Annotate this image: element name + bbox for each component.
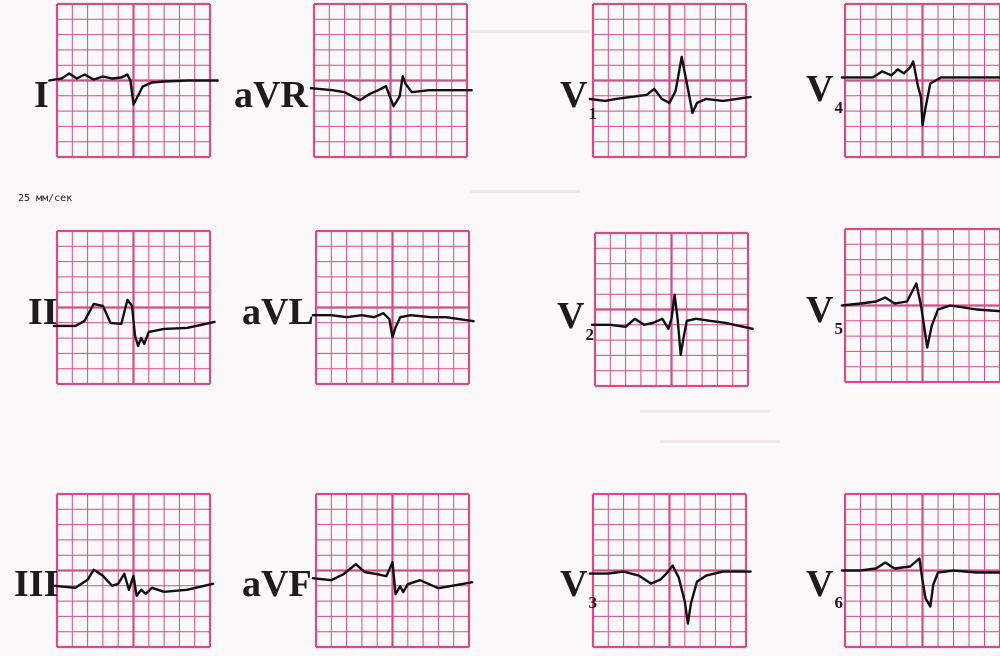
ecg-grid-lead-v2 bbox=[590, 231, 754, 388]
ecg-trace-v4 bbox=[840, 60, 1000, 127]
ecg-trace-iii bbox=[52, 568, 215, 597]
ecg-trace-avl bbox=[311, 312, 475, 339]
ecg-grid-svg bbox=[840, 492, 1000, 649]
ecg-trace-ii bbox=[52, 298, 216, 348]
ecg-grid-svg bbox=[588, 2, 752, 159]
ecg-trace-v5 bbox=[840, 282, 1000, 349]
ecg-grid-lead-iii bbox=[52, 492, 215, 649]
lead-label-v4: V4 bbox=[806, 68, 843, 117]
ecg-grid-lead-v5 bbox=[840, 227, 1000, 384]
lead-label-iii: III bbox=[14, 563, 59, 605]
ecg-grid-lead-v3 bbox=[588, 492, 752, 649]
lead-label-avr: aVR bbox=[234, 74, 308, 116]
lead-label-v5: V5 bbox=[806, 289, 843, 338]
ecg-grid-lead-ii bbox=[52, 229, 216, 386]
ecg-grid-lead-v1 bbox=[588, 2, 752, 159]
ecg-grid-lead-i bbox=[48, 2, 219, 159]
ecg-grid-svg bbox=[48, 2, 219, 159]
ecg-grid-lead-v4 bbox=[840, 2, 1000, 159]
ecg-trace-avf bbox=[311, 561, 474, 596]
ecg-grid-lead-avr bbox=[309, 2, 473, 159]
ecg-grid-svg bbox=[840, 227, 1000, 384]
ecg-grid-svg bbox=[311, 492, 474, 649]
ecg-trace-v3 bbox=[588, 564, 752, 625]
lead-label-avl: aVL bbox=[242, 291, 314, 333]
ecg-trace-avr bbox=[309, 75, 473, 108]
ecg-trace-v2 bbox=[590, 293, 754, 356]
ecg-grid-lead-avf bbox=[311, 492, 474, 649]
lead-label-v6: V6 bbox=[806, 563, 843, 612]
ecg-grid-svg bbox=[309, 2, 473, 159]
ecg-grid-svg bbox=[52, 229, 216, 386]
ecg-grid-svg bbox=[840, 2, 1000, 159]
ecg-grid-svg bbox=[311, 229, 475, 386]
ecg-trace-v6 bbox=[840, 557, 1000, 608]
ecg-trace-v1 bbox=[588, 55, 752, 115]
lead-label-i: I bbox=[34, 74, 49, 116]
ecg-grid-svg bbox=[590, 231, 754, 388]
lead-label-ii: II bbox=[28, 291, 58, 333]
ecg-grid-lead-avl bbox=[311, 229, 475, 386]
ecg-grid-svg bbox=[588, 492, 752, 649]
ecg-grid-svg bbox=[52, 492, 215, 649]
lead-label-v3: V3 bbox=[560, 563, 597, 612]
paper-speed-note: 25 мм/сек bbox=[18, 193, 73, 204]
lead-label-v1: V1 bbox=[560, 74, 597, 123]
lead-label-avf: aVF bbox=[242, 563, 312, 605]
ecg-grid-lead-v6 bbox=[840, 492, 1000, 649]
ecg-trace-i bbox=[48, 72, 219, 106]
lead-label-v2: V2 bbox=[557, 295, 594, 344]
